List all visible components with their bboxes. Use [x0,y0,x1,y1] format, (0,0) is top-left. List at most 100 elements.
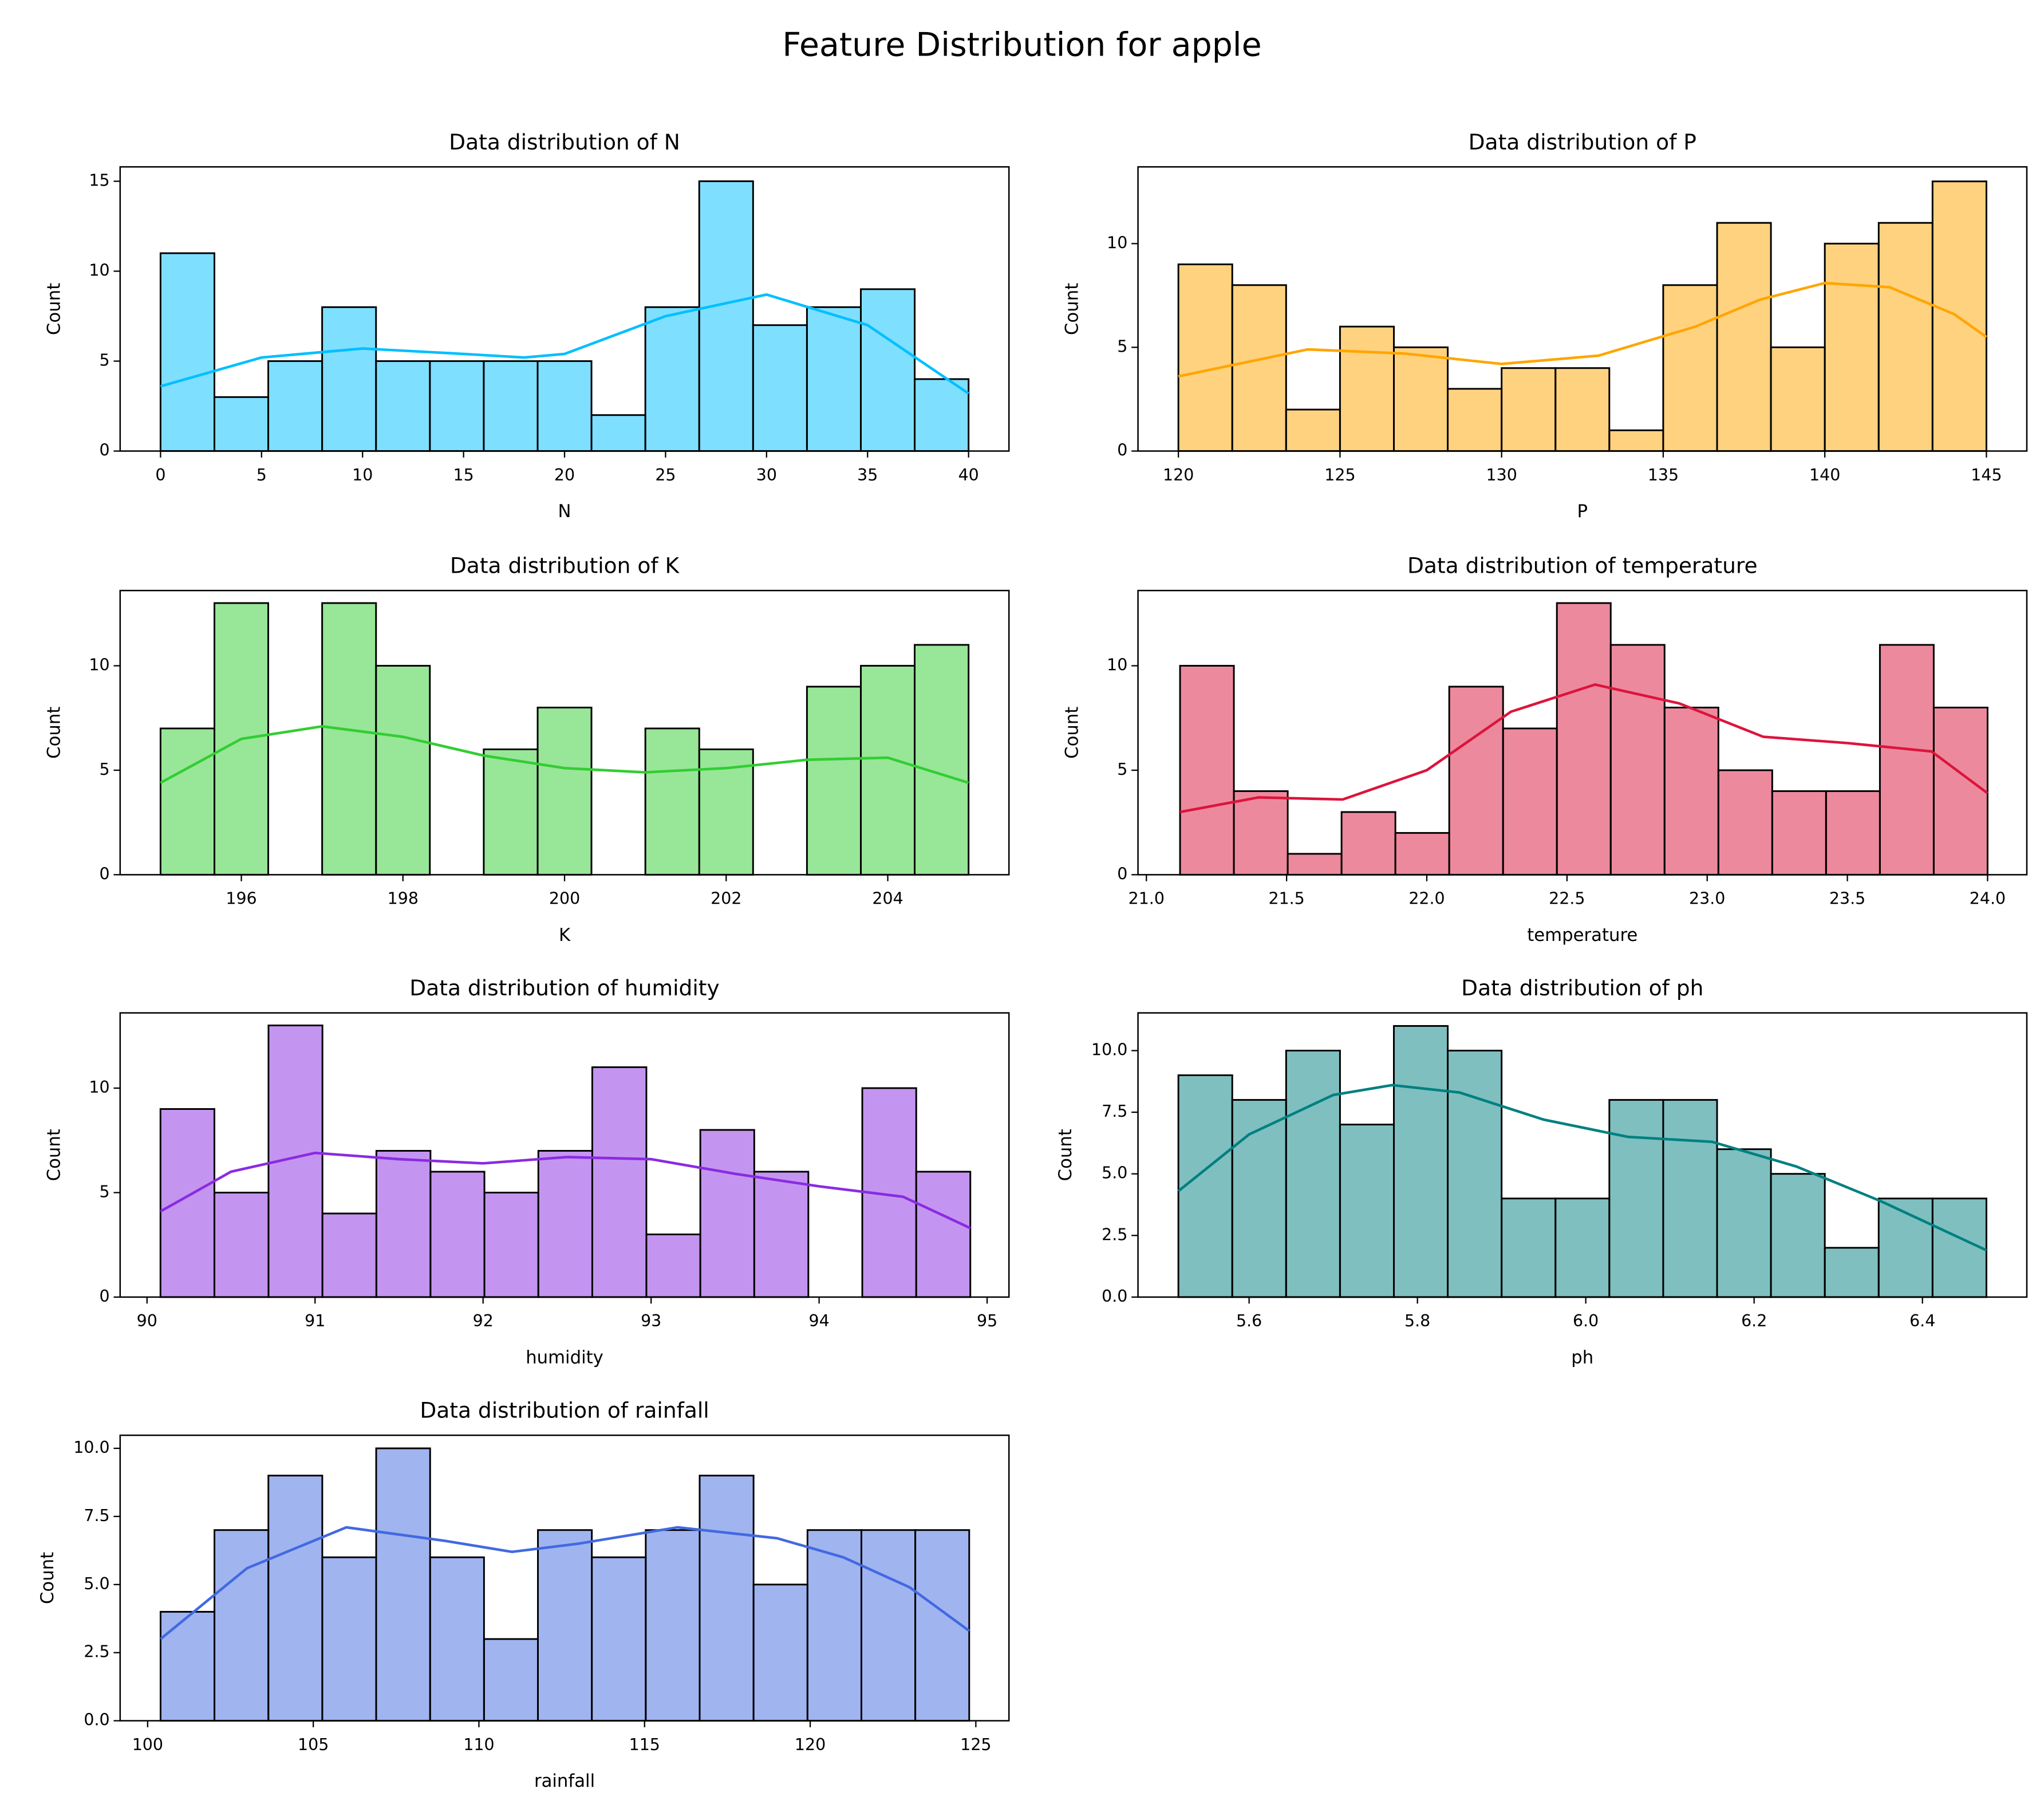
axes-frame [1137,589,2028,876]
y-tick-label: 10 [89,261,109,280]
bar [1554,367,1611,452]
x-tick-label: 25 [655,466,676,484]
bar [1554,1198,1611,1298]
y-tick-label: 10 [89,1078,109,1097]
y-tick-label: 0 [1117,441,1127,460]
x-tick-label: 90 [137,1311,157,1330]
x-tick-label: 10 [352,466,373,484]
bar [1448,686,1504,876]
x-tick-label: 91 [305,1311,325,1330]
subplot-title: Data distribution of temperature [1407,553,1758,578]
x-tick-label: 120 [1163,466,1194,484]
subplot: 0 5 10 15 20 25 30 35 40 0 5 10 15 Data distribution … [44,129,1010,522]
subplot-title: Data distribution of humidity [409,975,719,1000]
y-tick-label: 0 [100,864,110,883]
x-tick-label: 0 [155,466,165,484]
x-tick-label: 196 [226,889,257,908]
bar [644,306,700,452]
bar [214,396,270,452]
bar [1609,644,1666,876]
y-tick-label: 7.5 [1102,1102,1127,1121]
bar [267,360,323,452]
bar [1231,1099,1287,1298]
y-tick-label: 0 [1117,864,1127,883]
bar [1931,180,1987,452]
x-tick-label: 95 [977,1311,997,1330]
bar [806,686,862,876]
bar [806,1529,862,1722]
bar [1931,1198,1987,1298]
x-tick-label: 15 [453,466,474,484]
kde-line [160,293,969,395]
bar [1608,1099,1664,1298]
x-tick-label: 115 [629,1735,660,1754]
bar [753,1171,810,1298]
x-tick-label: 22.5 [1549,889,1585,908]
axes-frame [1137,166,2028,452]
x-tick-label: 202 [711,889,741,908]
bar [1824,242,1880,452]
y-tick-label: 10 [89,655,109,674]
y-axis-label: Count [1062,283,1082,335]
x-axis-label: N [558,501,571,522]
bar [1608,429,1664,452]
bar [1662,1099,1718,1298]
bar [860,288,916,452]
bar [267,1475,323,1722]
x-tick-label: 125 [960,1735,991,1754]
x-axis-label: rainfall [534,1771,595,1791]
bar [1177,263,1233,452]
bar [483,1191,539,1298]
bar [590,414,646,452]
subplot-title: Data distribution of N [449,129,680,155]
x-tick-label: 145 [1971,466,2002,484]
x-tick-label: 200 [549,889,580,908]
axes-frame [119,1434,1010,1722]
x-tick-label: 135 [1648,466,1679,484]
subplot: 5.6 5.8 6.0 6.2 6.4 0.0 2.5 5.0 7.5 10.0 Data dist… [1055,975,2028,1368]
bar [213,1191,270,1298]
bar [914,644,970,876]
bar [1339,325,1395,452]
bar [1717,769,1773,876]
y-tick-label: 0 [100,441,110,460]
x-tick-label: 30 [756,466,777,484]
x-tick-label: 35 [857,466,878,484]
x-axis-label: K [559,925,571,946]
y-tick-label: 15 [89,171,109,190]
y-tick-label: 2.5 [84,1642,109,1661]
x-tick-label: 6.2 [1741,1311,1767,1330]
y-axis-label: Count [1062,707,1082,759]
bar [321,1212,377,1298]
bar [536,360,593,452]
subplot-title: Data distribution of K [450,553,680,578]
bar [1233,790,1289,876]
bar [645,1233,701,1298]
y-tick-label: 7.5 [84,1506,109,1525]
bar [429,1556,485,1722]
bar [806,306,862,452]
bar [1501,367,1557,452]
y-axis-label: Count [37,1552,58,1604]
bar [429,1171,486,1298]
x-tick-label: 93 [641,1311,661,1330]
kde-line [160,725,969,784]
x-tick-label: 105 [298,1735,329,1754]
bar [1393,1025,1449,1298]
kde-line [1179,683,1988,814]
axes-frame [1137,1012,2028,1298]
bar [375,1149,432,1298]
bar [1179,665,1235,876]
bar [1825,790,1881,876]
kde-line [160,1151,971,1230]
bar [321,602,377,876]
x-tick-label: 21.0 [1128,889,1165,908]
bar [1716,222,1772,452]
y-tick-label: 10.0 [73,1438,109,1457]
x-tick-label: 6.4 [1909,1311,1935,1330]
bar [1177,1074,1233,1298]
x-tick-label: 23.0 [1689,889,1725,908]
bar [591,1556,647,1722]
y-tick-label: 5 [100,1182,110,1201]
